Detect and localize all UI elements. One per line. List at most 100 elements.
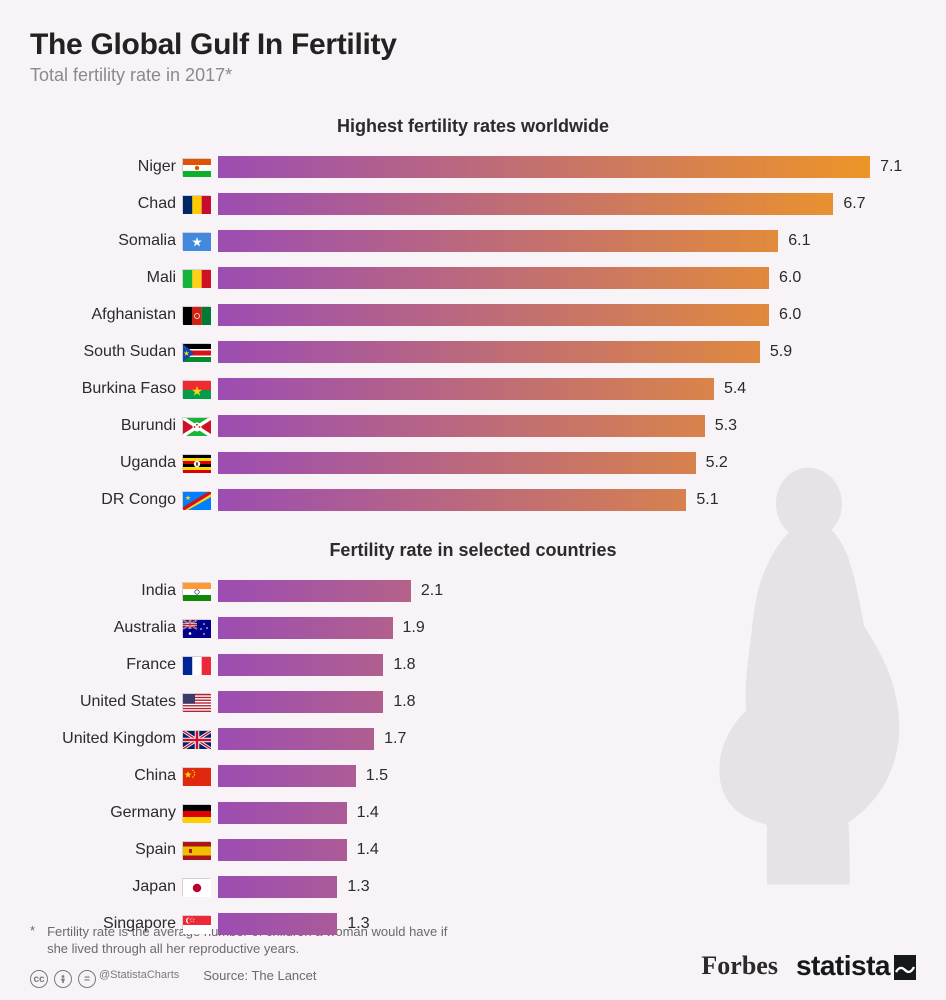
bar-value: 1.4 <box>357 804 379 822</box>
bar-value: 1.3 <box>347 878 369 896</box>
bar-track: 1.9 <box>218 616 916 640</box>
country-label: Spain <box>30 841 182 859</box>
bar-track: 5.3 <box>218 414 916 438</box>
spain-flag-icon <box>182 841 210 859</box>
bar-track: 1.7 <box>218 727 916 751</box>
bar <box>218 691 383 713</box>
country-label: United Kingdom <box>30 730 182 748</box>
bar-value: 1.7 <box>384 730 406 748</box>
country-label: Chad <box>30 195 182 213</box>
bar-value: 5.4 <box>724 380 746 398</box>
germany-flag-icon <box>182 804 210 822</box>
bar <box>218 193 833 215</box>
dr-congo-flag-icon <box>182 491 210 509</box>
bar-value: 1.4 <box>357 841 379 859</box>
bar <box>218 267 769 289</box>
cc-license: cc = <box>30 970 96 988</box>
bar-track: 1.8 <box>218 690 916 714</box>
france-flag-icon <box>182 656 210 674</box>
bar-value: 7.1 <box>880 158 902 176</box>
bar-value: 5.3 <box>715 417 737 435</box>
country-label: Burundi <box>30 417 182 435</box>
bar-track: 1.4 <box>218 838 916 862</box>
country-label: Uganda <box>30 454 182 472</box>
china-flag-icon <box>182 767 210 785</box>
bar-row: Chad 6.7 <box>30 188 916 220</box>
country-label: Burkina Faso <box>30 380 182 398</box>
usa-flag-icon <box>182 693 210 711</box>
bar-value: 1.8 <box>393 693 415 711</box>
statista-logo: statista <box>796 950 916 982</box>
country-label: South Sudan <box>30 343 182 361</box>
japan-flag-icon <box>182 878 210 896</box>
bar-row: Somalia 6.1 <box>30 225 916 257</box>
bar-track: 1.8 <box>218 653 916 677</box>
cc-by-icon <box>54 970 72 988</box>
bar-row: United Kingdom 1.7 <box>30 723 916 755</box>
bar <box>218 654 383 676</box>
bar-track: 5.2 <box>218 451 916 475</box>
bar-row: Singapore1.3 <box>30 908 916 940</box>
bar <box>218 913 337 935</box>
country-label: Niger <box>30 158 182 176</box>
somalia-flag-icon <box>182 232 210 250</box>
india-flag-icon <box>182 582 210 600</box>
bar <box>218 378 714 400</box>
country-label: United States <box>30 693 182 711</box>
australia-flag-icon <box>182 619 210 637</box>
chart-selected-countries: Fertility rate in selected countries Ind… <box>30 540 916 940</box>
south-sudan-flag-icon <box>182 343 210 361</box>
bar-track: 7.1 <box>218 155 916 179</box>
uk-flag-icon <box>182 730 210 748</box>
country-label: Somalia <box>30 232 182 250</box>
bar <box>218 489 686 511</box>
bar <box>218 452 696 474</box>
afghanistan-flag-icon <box>182 306 210 324</box>
chart1-title: Highest fertility rates worldwide <box>30 116 916 137</box>
bar-row: Japan1.3 <box>30 871 916 903</box>
bar-row: DR Congo 5.1 <box>30 484 916 516</box>
bar-value: 6.1 <box>788 232 810 250</box>
bar-track: 6.0 <box>218 303 916 327</box>
cc-nd-icon: = <box>78 970 96 988</box>
bar-row: Uganda 5.2 <box>30 447 916 479</box>
bar-value: 1.8 <box>393 656 415 674</box>
chad-flag-icon <box>182 195 210 213</box>
bar-track: 6.0 <box>218 266 916 290</box>
uganda-flag-icon <box>182 454 210 472</box>
source-line: Source: The Lancet <box>203 968 316 983</box>
country-label: India <box>30 582 182 600</box>
bar <box>218 802 347 824</box>
bar <box>218 728 374 750</box>
chart-highest-fertility: Highest fertility rates worldwide Niger 7… <box>30 116 916 516</box>
bar-row: France 1.8 <box>30 649 916 681</box>
bar-track: 1.3 <box>218 875 916 899</box>
bar <box>218 156 870 178</box>
country-label: DR Congo <box>30 491 182 509</box>
bar-row: Burkina Faso 5.4 <box>30 373 916 405</box>
bar <box>218 341 760 363</box>
bar-track: 1.3 <box>218 912 916 936</box>
bar <box>218 304 769 326</box>
bar-value: 6.7 <box>843 195 865 213</box>
bar-row: India 2.1 <box>30 575 916 607</box>
bar-track: 1.5 <box>218 764 916 788</box>
bar-row: Germany 1.4 <box>30 797 916 829</box>
country-label: Australia <box>30 619 182 637</box>
country-label: Germany <box>30 804 182 822</box>
statista-wave-icon <box>894 955 916 977</box>
cc-icon: cc <box>30 970 48 988</box>
country-label: Mali <box>30 269 182 287</box>
country-label: France <box>30 656 182 674</box>
bar-value: 1.5 <box>366 767 388 785</box>
bar-row: Afghanistan6.0 <box>30 299 916 331</box>
forbes-logo: Forbes <box>701 951 778 981</box>
bar <box>218 415 705 437</box>
bar-row: United States 1.8 <box>30 686 916 718</box>
bar-track: 5.9 <box>218 340 916 364</box>
burundi-flag-icon <box>182 417 210 435</box>
bar-value: 2.1 <box>421 582 443 600</box>
bar-value: 1.3 <box>347 915 369 933</box>
statista-handle: @StatistaCharts <box>99 969 179 981</box>
bar-track: 5.1 <box>218 488 916 512</box>
